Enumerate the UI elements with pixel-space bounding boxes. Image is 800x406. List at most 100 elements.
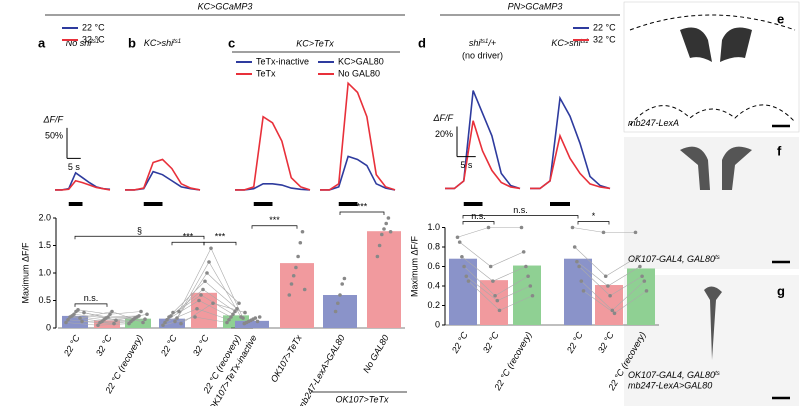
point	[338, 293, 342, 297]
x-tick-label: 32 °C	[481, 330, 501, 355]
label-part: KC>shi	[551, 38, 581, 48]
point	[211, 301, 215, 306]
bar	[159, 318, 185, 328]
trace	[445, 120, 521, 190]
legend-label: KC>GAL80	[338, 56, 384, 66]
point	[497, 308, 502, 313]
point	[257, 315, 262, 319]
bracket	[462, 215, 579, 219]
label: KC>shits1	[551, 38, 588, 48]
point	[575, 259, 579, 264]
y-tick-label: 0.2	[427, 300, 440, 310]
scale-y-label: 20%	[435, 129, 453, 139]
header: KC>GCaMP3	[198, 1, 253, 11]
label-part: ts1	[91, 39, 99, 45]
point	[231, 312, 235, 317]
point	[145, 312, 149, 317]
lobe	[704, 286, 722, 360]
bar	[480, 280, 508, 325]
panel-label: b	[128, 35, 136, 50]
y-tick-label: 0.8	[427, 241, 440, 251]
point	[488, 264, 493, 269]
point	[493, 293, 497, 298]
point	[289, 282, 294, 286]
y-axis-label: Maximum ΔF/F	[409, 235, 419, 297]
point	[207, 260, 211, 264]
point	[581, 289, 586, 293]
x-tick-label: 22 °C	[61, 333, 82, 359]
point	[199, 293, 203, 297]
point	[601, 230, 606, 235]
point	[209, 246, 213, 251]
group-label: OK107>TeTx	[336, 394, 389, 404]
point	[521, 250, 526, 254]
point	[235, 306, 239, 311]
point	[106, 315, 110, 319]
point	[579, 279, 584, 283]
point	[241, 316, 245, 320]
bracket	[74, 303, 108, 307]
lobe	[680, 146, 752, 190]
point	[342, 276, 347, 281]
point	[572, 245, 577, 249]
point	[205, 271, 209, 275]
y-tick-label: 0	[435, 319, 440, 329]
x-tick-label: No GAL80	[361, 333, 391, 374]
point	[491, 279, 495, 283]
trace	[125, 158, 201, 191]
legend-label: TeTx-inactive	[256, 56, 309, 66]
bar	[367, 231, 401, 328]
point	[141, 320, 145, 325]
panel-label: c	[228, 35, 235, 50]
header: KC>TeTx	[296, 38, 334, 48]
point	[577, 264, 581, 269]
point	[388, 229, 393, 234]
label: OK107-GAL4, GAL80ts	[628, 370, 720, 380]
y-tick-label: 1.0	[427, 222, 440, 232]
point	[495, 298, 500, 303]
annotation: n.s.	[84, 293, 99, 303]
point	[455, 235, 460, 240]
point	[195, 306, 199, 311]
label: OK107-GAL4, GAL80ts	[628, 254, 720, 264]
point	[237, 301, 241, 306]
scale-x-label: 5 s	[68, 162, 81, 172]
legend-label: No GAL80	[338, 68, 380, 78]
caption: mb247-LexA>GAL80	[628, 380, 712, 390]
point	[640, 274, 644, 279]
point	[253, 316, 258, 320]
point	[336, 301, 340, 306]
point	[197, 298, 201, 303]
y-tick-label: 1.5	[38, 240, 51, 250]
point	[603, 274, 608, 279]
panel-label: f	[777, 143, 782, 158]
trace	[530, 133, 611, 190]
legend-label: 32 °C	[82, 34, 105, 44]
trace	[320, 81, 396, 191]
point	[457, 240, 462, 244]
point	[635, 254, 640, 259]
point	[80, 319, 84, 324]
y-tick-label: 0.5	[38, 295, 51, 305]
label-part: ts1	[173, 39, 181, 45]
point	[386, 216, 391, 220]
point	[143, 317, 147, 322]
label-part: ts	[715, 371, 720, 377]
label: shits1/+	[469, 38, 496, 48]
point	[608, 293, 612, 298]
point	[72, 312, 76, 317]
x-tick-label: 32 °C	[94, 333, 114, 358]
point	[110, 309, 114, 314]
point	[519, 225, 524, 230]
y-tick-label: 0	[46, 322, 51, 332]
annotation: §	[137, 226, 142, 236]
point	[64, 320, 68, 325]
point	[464, 274, 469, 279]
point	[298, 240, 303, 245]
legend-label: TeTx	[256, 68, 276, 78]
image-e	[623, 1, 800, 133]
legend-label: 22 °C	[82, 22, 105, 32]
annotation: ***	[269, 215, 280, 225]
point	[462, 264, 466, 269]
